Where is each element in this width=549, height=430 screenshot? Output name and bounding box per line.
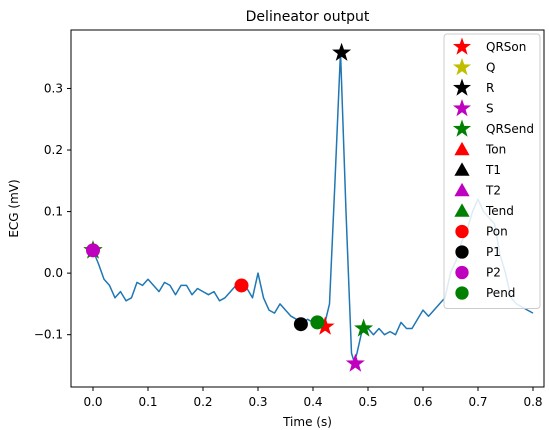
x-tick-label: 0.7 <box>468 395 487 409</box>
x-tick-label: 0.4 <box>303 395 322 409</box>
legend-qrson-label: QRSon <box>486 40 526 54</box>
y-tick-label: 0.3 <box>44 81 63 95</box>
y-tick-label: −0.1 <box>34 328 63 342</box>
legend-t2-marker <box>454 182 470 197</box>
legend-ton-marker <box>454 141 470 156</box>
x-tick-label: 0.6 <box>413 395 432 409</box>
qrsend-marker <box>354 318 374 337</box>
legend-q-marker <box>452 58 472 76</box>
x-tick-label: 0.1 <box>138 395 157 409</box>
p1-marker <box>293 317 308 332</box>
r-marker <box>332 42 352 61</box>
s-marker <box>345 353 365 372</box>
legend-q-label: Q <box>486 61 495 75</box>
legend-qrsend-label: QRSend <box>486 122 534 136</box>
legend-s-label: S <box>486 102 494 116</box>
legend-p1-marker <box>455 245 469 259</box>
legend: QRSon QRS QRSend Ton T1 T2 Tend Pon P1 P2 Pend <box>443 33 541 309</box>
legend-r-marker <box>452 78 472 96</box>
legend-frame <box>443 33 541 309</box>
legend-ton-label: Ton <box>485 143 506 157</box>
y-axis-label: ECG (mV) <box>7 179 21 237</box>
plot-area: 0.0 0.1 0.2 0.3 0.4 0.5 0.6 0.7 0.8 −0.1 0.0 0.1 0.2… <box>34 29 545 409</box>
legend-pon-marker <box>455 224 469 239</box>
legend-t2-label: T2 <box>485 184 501 198</box>
legend-pon-label: Pon <box>486 225 508 239</box>
x-tick-label: 0.3 <box>248 395 267 409</box>
legend-r-label: R <box>486 81 494 95</box>
y-tick-label: 0.1 <box>44 205 63 219</box>
legend-t1-marker <box>454 162 470 176</box>
legend-pend-marker <box>455 286 469 300</box>
legend-qrsend-marker <box>452 119 472 137</box>
legend-p2-label: P2 <box>486 266 501 280</box>
qrson-marker <box>315 316 335 335</box>
x-tick-label: 0.5 <box>358 395 377 409</box>
y-tick-label: 0.0 <box>44 266 63 280</box>
legend-qrson-marker <box>452 37 472 55</box>
x-axis-label: Time (s) <box>282 415 332 429</box>
legend-pend-label: Pend <box>486 286 515 300</box>
x-tick-label: 0.8 <box>523 395 542 409</box>
x-tick-label: 0.2 <box>193 395 212 409</box>
legend-t1-label: T1 <box>485 163 501 177</box>
legend-s-marker <box>452 99 472 117</box>
plot-frame <box>70 29 545 388</box>
x-tick-label: 0.0 <box>83 395 102 409</box>
pon-marker <box>234 278 249 293</box>
legend-tend-label: Tend <box>485 204 514 218</box>
chart-title: Delineator output <box>246 9 370 25</box>
legend-tend-marker <box>454 203 470 217</box>
legend-p2-marker <box>455 265 469 280</box>
pend-marker <box>310 315 325 330</box>
p2-marker <box>86 243 100 258</box>
y-tick-label: 0.2 <box>44 143 63 157</box>
legend-p1-label: P1 <box>486 245 501 259</box>
